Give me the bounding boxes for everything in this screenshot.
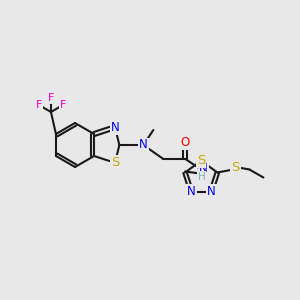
Text: N: N [139, 139, 148, 152]
Text: F: F [48, 93, 54, 103]
Text: N: N [207, 185, 216, 198]
Text: N: N [111, 121, 119, 134]
Text: S: S [197, 154, 206, 167]
Text: S: S [111, 156, 119, 169]
Text: N: N [187, 185, 196, 198]
Text: S: S [231, 161, 240, 174]
Text: N: N [199, 161, 208, 175]
Text: F: F [60, 100, 66, 110]
Text: H: H [197, 172, 205, 182]
Text: O: O [181, 136, 190, 149]
Text: F: F [36, 100, 42, 110]
